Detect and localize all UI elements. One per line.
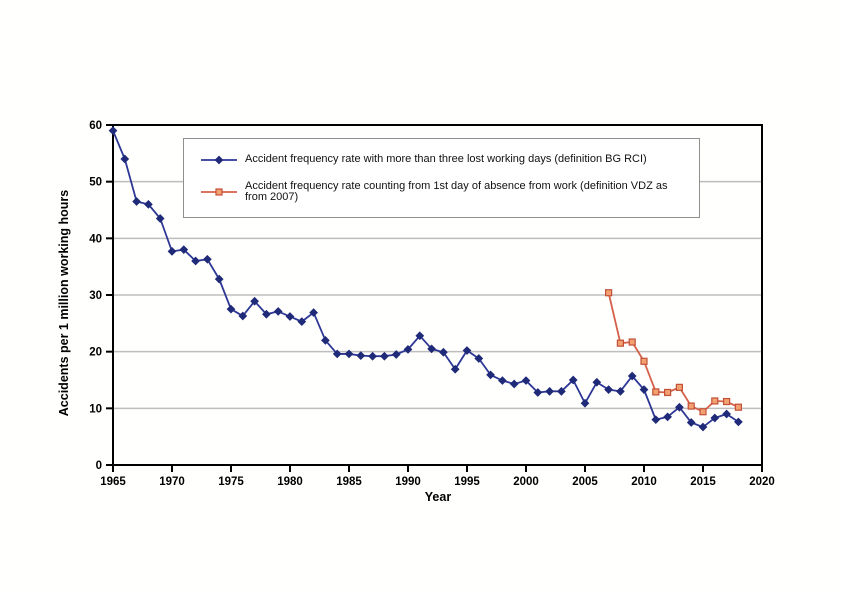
svg-text:2020: 2020 xyxy=(749,476,775,488)
svg-text:30: 30 xyxy=(89,290,102,302)
svg-text:1970: 1970 xyxy=(159,476,185,488)
svg-text:40: 40 xyxy=(89,233,102,245)
legend: Accident frequency rate with more than t… xyxy=(183,138,700,218)
legend-diamond-marker-icon xyxy=(201,155,237,164)
svg-text:1990: 1990 xyxy=(395,476,421,488)
y-axis-title: Accidents per 1 million working hours xyxy=(57,190,71,416)
svg-text:10: 10 xyxy=(89,403,102,415)
svg-text:50: 50 xyxy=(89,177,102,189)
svg-text:2000: 2000 xyxy=(513,476,539,488)
x-axis-title: Year xyxy=(425,490,452,504)
svg-text:1975: 1975 xyxy=(218,476,244,488)
legend-item-vdz: Accident frequency rate counting from 1s… xyxy=(201,179,689,203)
svg-text:2005: 2005 xyxy=(572,476,598,488)
chart-plot-group: 0 10 20 30 40 50 60 1965 1970 1975 1980 1985 1990 199… xyxy=(89,120,775,488)
svg-text:1995: 1995 xyxy=(454,476,480,488)
svg-text:1980: 1980 xyxy=(277,476,303,488)
svg-text:60: 60 xyxy=(89,120,102,132)
legend-label-vdz: Accident frequency rate counting from 1s… xyxy=(245,179,668,203)
svg-text:2010: 2010 xyxy=(631,476,657,488)
svg-text:1965: 1965 xyxy=(100,476,126,488)
legend-square-marker-icon xyxy=(201,187,237,196)
svg-text:20: 20 xyxy=(89,347,102,359)
legend-label-bg-rci: Accident frequency rate with more than t… xyxy=(245,153,647,165)
legend-item-bg-rci: Accident frequency rate with more than t… xyxy=(201,154,689,166)
svg-text:2015: 2015 xyxy=(690,476,716,488)
svg-text:1985: 1985 xyxy=(336,476,362,488)
svg-text:0: 0 xyxy=(96,460,102,472)
